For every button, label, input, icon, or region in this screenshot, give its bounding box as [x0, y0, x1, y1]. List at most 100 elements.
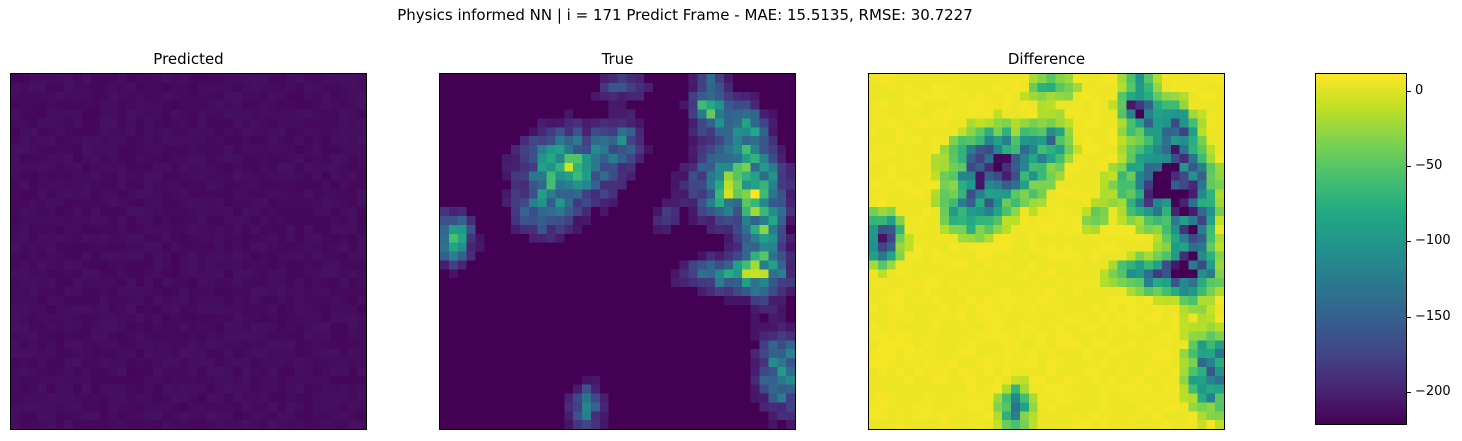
predicted-cell — [64, 295, 74, 305]
difference-cell — [1215, 304, 1224, 314]
difference-cell — [1117, 74, 1127, 84]
predicted-cell — [19, 420, 29, 429]
predicted-cell — [268, 153, 278, 163]
predicted-cell — [64, 278, 74, 288]
difference-cell — [1153, 313, 1163, 323]
predicted-cell — [46, 207, 56, 217]
difference-cell — [1055, 411, 1065, 421]
true-cell — [564, 269, 574, 279]
true-cell — [484, 171, 494, 181]
true-cell — [466, 100, 476, 110]
difference-cell — [904, 109, 914, 119]
true-cell — [750, 207, 760, 217]
true-cell — [715, 74, 725, 84]
predicted-cell — [170, 260, 180, 270]
predicted-cell — [37, 145, 47, 155]
difference-cell — [966, 136, 976, 146]
true-cell — [519, 340, 529, 350]
difference-cell — [1170, 109, 1180, 119]
true-cell — [546, 82, 556, 92]
difference-cell — [1206, 420, 1216, 429]
difference-cell — [1099, 153, 1109, 163]
predicted-cell — [241, 384, 251, 394]
difference-cell — [886, 269, 896, 279]
difference-cell — [957, 189, 967, 199]
true-cell — [670, 180, 680, 190]
true-cell — [502, 216, 512, 226]
difference-cell — [1197, 420, 1207, 429]
difference-cell — [1206, 251, 1216, 261]
true-cell — [688, 304, 698, 314]
true-cell — [679, 162, 689, 172]
predicted-cell — [55, 171, 65, 181]
difference-cell — [1144, 198, 1154, 208]
predicted-cell — [206, 304, 216, 314]
predicted-cell — [161, 331, 171, 341]
true-cell — [440, 162, 450, 172]
true-cell — [564, 287, 574, 297]
difference-cell — [895, 260, 905, 270]
predicted-cell — [286, 278, 296, 288]
true-cell — [724, 153, 734, 163]
predicted-cell — [126, 198, 136, 208]
true-cell — [511, 100, 521, 110]
true-cell — [644, 287, 654, 297]
predicted-cell — [277, 402, 287, 412]
predicted-cell — [312, 171, 322, 181]
difference-cell — [1011, 242, 1021, 252]
true-cell — [457, 242, 467, 252]
predicted-cell — [117, 233, 127, 243]
predicted-cell — [170, 269, 180, 279]
difference-cell — [1188, 402, 1198, 412]
true-cell — [608, 358, 618, 368]
true-cell — [715, 349, 725, 359]
difference-cell — [1179, 145, 1189, 155]
difference-cell — [886, 331, 896, 341]
difference-cell — [1153, 331, 1163, 341]
true-cell — [688, 393, 698, 403]
difference-cell — [966, 287, 976, 297]
true-cell — [715, 127, 725, 137]
predicted-cell — [170, 207, 180, 217]
difference-cell — [886, 207, 896, 217]
predicted-cell — [153, 207, 163, 217]
difference-cell — [877, 100, 887, 110]
predicted-cell — [339, 91, 349, 101]
true-cell — [573, 366, 583, 376]
true-cell — [448, 375, 458, 385]
difference-cell — [957, 420, 967, 429]
predicted-cell — [19, 375, 29, 385]
difference-cell — [904, 162, 914, 172]
predicted-cell — [286, 189, 296, 199]
difference-cell — [1055, 127, 1065, 137]
difference-cell — [1055, 384, 1065, 394]
difference-cell — [993, 82, 1003, 92]
difference-cell — [1082, 162, 1092, 172]
predicted-cell — [268, 233, 278, 243]
predicted-cell — [312, 153, 322, 163]
predicted-cell — [321, 180, 331, 190]
true-cell — [777, 304, 787, 314]
predicted-cell — [357, 145, 366, 155]
predicted-cell — [188, 100, 198, 110]
difference-cell — [922, 153, 932, 163]
difference-cell — [877, 145, 887, 155]
predicted-cell — [179, 375, 189, 385]
predicted-cell — [277, 322, 287, 332]
predicted-cell — [179, 278, 189, 288]
true-cell — [750, 375, 760, 385]
predicted-cell — [135, 340, 145, 350]
true-cell — [644, 420, 654, 429]
true-cell — [679, 145, 689, 155]
difference-cell — [1073, 91, 1083, 101]
difference-cell — [1090, 340, 1100, 350]
difference-cell — [1179, 340, 1189, 350]
difference-cell — [1215, 260, 1224, 270]
difference-cell — [1099, 331, 1109, 341]
predicted-cell — [19, 304, 29, 314]
true-cell — [528, 153, 538, 163]
true-cell — [555, 198, 565, 208]
difference-cell — [1135, 251, 1145, 261]
predicted-cell — [37, 162, 47, 172]
difference-cell — [1126, 287, 1136, 297]
